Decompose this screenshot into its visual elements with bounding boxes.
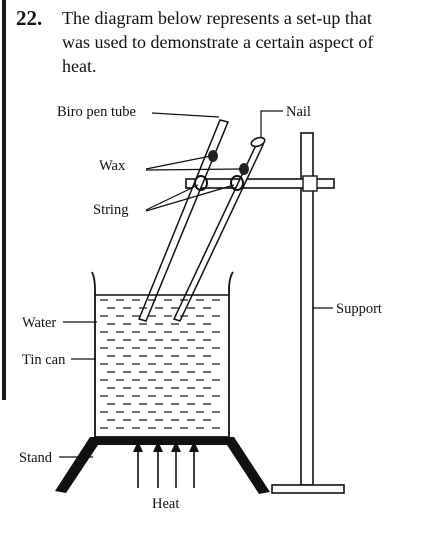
clamp-rod	[185, 175, 335, 192]
biro-pen-tube	[137, 119, 230, 322]
wax-blobs	[208, 150, 249, 175]
label-support: Support	[336, 301, 382, 317]
question-line-3: heat.	[62, 56, 97, 76]
label-stand: Stand	[19, 450, 53, 466]
stand	[55, 437, 270, 494]
label-tin-can: Tin can	[22, 352, 66, 368]
question-line-1: The diagram below represents a set-up th…	[62, 8, 372, 28]
label-biro-pen-tube: Biro pen tube	[57, 104, 136, 120]
left-margin-rule	[2, 0, 6, 400]
heat-arrows	[133, 441, 199, 488]
label-heat: Heat	[152, 496, 179, 512]
label-nail: Nail	[286, 104, 311, 120]
nail	[172, 136, 266, 322]
label-water: Water	[22, 315, 56, 331]
label-wax: Wax	[99, 158, 126, 174]
question-line-2: was used to demonstrate a certain aspect…	[62, 32, 374, 52]
question-number: 22.	[16, 6, 43, 30]
leader-lines	[59, 110, 333, 458]
label-string: String	[93, 202, 128, 218]
retort-stand-support	[271, 132, 345, 494]
tin-can	[91, 271, 234, 438]
water-dashes	[100, 299, 220, 429]
string-ties	[194, 175, 244, 191]
